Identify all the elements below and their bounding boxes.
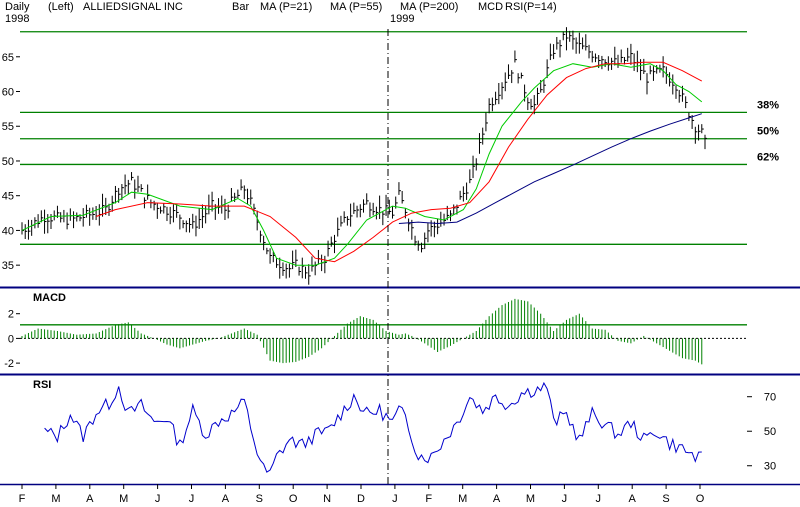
rsi-panel xyxy=(20,376,747,483)
month-label: N xyxy=(323,493,331,505)
month-label: O xyxy=(289,493,298,505)
month-label: F xyxy=(19,493,26,505)
macd-histogram xyxy=(20,298,747,365)
macd-panel xyxy=(20,289,747,373)
rsi-tick-label: 50 xyxy=(764,426,776,438)
month-label: A xyxy=(493,493,501,505)
fib-labels: 38% 50% 62% xyxy=(757,99,779,163)
legend-ma21: MA (P=21) xyxy=(260,1,312,13)
month-label: J xyxy=(392,493,398,505)
month-label: M xyxy=(51,493,60,505)
rsi-axis: 70 50 30 xyxy=(747,392,776,473)
macd-tick-label: -2 xyxy=(4,358,14,370)
month-label: A xyxy=(222,493,230,505)
scale-label: (Left) xyxy=(48,1,74,13)
month-label: A xyxy=(629,493,637,505)
month-label: J xyxy=(189,493,195,505)
legend-rsi: RSI(P=14) xyxy=(505,1,557,13)
month-label: S xyxy=(256,493,263,505)
macd-tick-label: 0 xyxy=(8,333,14,345)
month-label: F xyxy=(425,493,432,505)
price-tick-label: 60 xyxy=(2,87,14,99)
macd-axis: 2 0 -2 xyxy=(4,309,20,370)
price-tick-label: 40 xyxy=(2,225,14,237)
legend-mcd: MCD xyxy=(478,1,503,13)
month-label: D xyxy=(357,493,365,505)
rsi-line xyxy=(44,381,702,473)
price-tick-label: 55 xyxy=(2,121,14,133)
macd-tick-label: 2 xyxy=(8,309,14,321)
month-label: J xyxy=(155,493,161,505)
rsi-title: RSI xyxy=(33,379,51,391)
year-label-1999: 1999 xyxy=(390,13,414,25)
macd-title: MACD xyxy=(33,292,66,304)
year-label-1998: 1998 xyxy=(5,13,29,25)
period-label: Daily xyxy=(5,1,30,13)
price-tick-label: 50 xyxy=(2,156,14,168)
month-label: M xyxy=(458,493,467,505)
price-tick-label: 35 xyxy=(2,260,14,272)
fib-label-2: 62% xyxy=(757,151,779,163)
month-label: O xyxy=(696,493,705,505)
style-label: Bar xyxy=(232,1,249,13)
moving-averages xyxy=(21,61,703,266)
legend-ma55: MA (P=55) xyxy=(330,1,382,13)
chart-header: Daily (Left) ALLIEDSIGNAL INC Bar MA (P=… xyxy=(5,1,557,25)
month-label: J xyxy=(596,493,602,505)
rsi-tick-label: 70 xyxy=(764,392,776,404)
price-tick-label: 45 xyxy=(2,191,14,203)
symbol-label: ALLIEDSIGNAL INC xyxy=(83,1,183,13)
legend-ma200: MA (P=200) xyxy=(400,1,458,13)
month-label: M xyxy=(526,493,535,505)
fib-label-0: 38% xyxy=(757,99,779,111)
ma55-line xyxy=(95,61,703,263)
fib-label-1: 50% xyxy=(757,126,779,138)
price-tick-label: 65 xyxy=(2,52,14,64)
month-label: S xyxy=(662,493,669,505)
month-label: J xyxy=(562,493,568,505)
price-axis: 65 60 55 50 45 40 35 xyxy=(2,52,20,272)
rsi-tick-label: 30 xyxy=(764,461,776,473)
ma200-line xyxy=(398,113,702,225)
month-label: A xyxy=(86,493,94,505)
price-levels xyxy=(20,31,747,245)
price-panel xyxy=(20,29,747,286)
rsi-line-path xyxy=(44,381,702,473)
month-label: M xyxy=(119,493,128,505)
